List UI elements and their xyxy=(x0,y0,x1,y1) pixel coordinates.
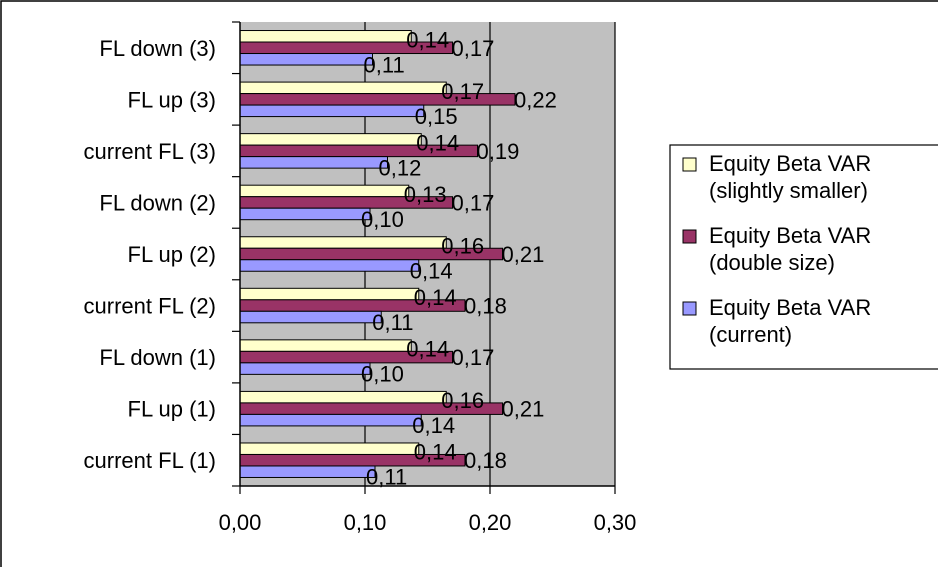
data-label: 0,17 xyxy=(452,345,495,370)
category-label: FL up (2) xyxy=(128,242,216,267)
data-label: 0,14 xyxy=(416,130,459,155)
bar xyxy=(239,81,447,95)
legend-label: (double size) xyxy=(709,250,835,275)
legend-swatch xyxy=(682,301,697,316)
legend-label: (slightly smaller) xyxy=(709,178,868,203)
data-label: 0,16 xyxy=(441,388,484,413)
bar xyxy=(239,310,382,324)
data-label: 0,15 xyxy=(415,104,458,129)
bar xyxy=(239,53,373,66)
legend-box xyxy=(669,144,938,370)
legend-label: Equity Beta VAR xyxy=(709,295,871,320)
legend-swatch xyxy=(682,229,697,244)
bar xyxy=(239,184,410,198)
data-label: 0,14 xyxy=(414,440,457,465)
legend-swatch xyxy=(682,157,697,172)
data-label: 0,14 xyxy=(412,413,455,438)
data-label: 0,10 xyxy=(361,362,404,387)
x-tick-label: 0,00 xyxy=(219,510,262,535)
data-label: 0,12 xyxy=(379,155,422,180)
x-tick-label: 0,20 xyxy=(469,510,512,535)
bar xyxy=(239,259,420,272)
bar xyxy=(239,156,388,169)
bar xyxy=(239,236,447,249)
category-label: FL down (1) xyxy=(99,345,216,370)
category-label: current FL (2) xyxy=(84,294,216,319)
data-label: 0,14 xyxy=(406,337,449,362)
bar xyxy=(239,413,422,427)
legend-label: Equity Beta VAR xyxy=(709,223,871,248)
data-label: 0,14 xyxy=(410,259,453,284)
data-label: 0,22 xyxy=(514,87,557,112)
data-label: 0,13 xyxy=(404,182,447,207)
bar xyxy=(239,339,412,352)
bar xyxy=(239,133,422,146)
data-label: 0,17 xyxy=(452,36,495,61)
bar xyxy=(239,442,420,455)
category-label: FL up (3) xyxy=(128,87,216,112)
category-label: FL up (1) xyxy=(128,397,216,422)
bar xyxy=(239,465,376,478)
bar xyxy=(239,362,371,375)
data-label: 0,18 xyxy=(464,448,507,473)
legend-label: Equity Beta VAR xyxy=(709,151,871,176)
x-tick-label: 0,30 xyxy=(594,510,637,535)
bar xyxy=(239,104,425,118)
category-label: current FL (1) xyxy=(84,448,216,473)
data-label: 0,14 xyxy=(406,27,449,52)
legend-label: (current) xyxy=(709,322,792,347)
category-label: current FL (3) xyxy=(84,139,216,164)
data-label: 0,21 xyxy=(502,242,545,267)
data-label: 0,16 xyxy=(441,234,484,259)
data-label: 0,17 xyxy=(441,79,484,104)
data-label: 0,11 xyxy=(366,465,407,490)
bar xyxy=(239,207,371,221)
bar xyxy=(239,30,412,43)
data-label: 0,19 xyxy=(477,139,520,164)
category-label: FL down (3) xyxy=(99,36,216,61)
data-label: 0,21 xyxy=(502,397,545,422)
data-label: 0,17 xyxy=(452,190,495,215)
data-label: 0,11 xyxy=(364,52,405,77)
data-label: 0,11 xyxy=(372,310,413,335)
x-tick-label: 0,10 xyxy=(344,510,387,535)
data-label: 0,10 xyxy=(361,207,404,232)
bar xyxy=(239,287,420,301)
category-label: FL down (2) xyxy=(99,190,216,215)
bar xyxy=(239,390,447,404)
data-label: 0,18 xyxy=(464,294,507,319)
data-label: 0,14 xyxy=(414,285,457,310)
